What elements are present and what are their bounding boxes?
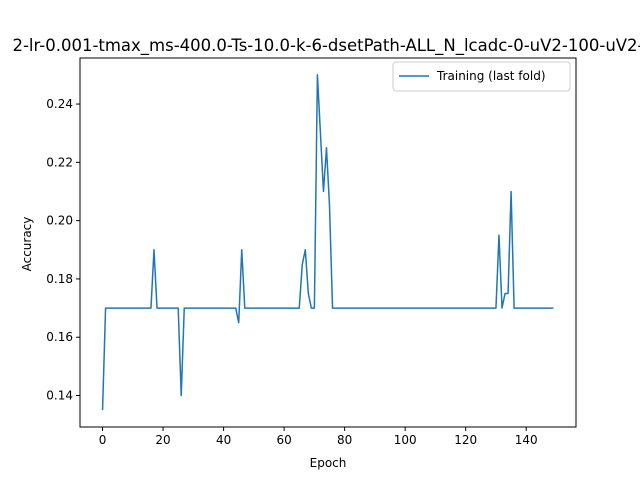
- y-tick-label: 0.22: [46, 155, 73, 169]
- legend-box: [392, 61, 571, 92]
- plot-area: 0 20 40 60 80 100 120 140 0.140.160.180.200.220…: [46, 57, 577, 447]
- x-tick-label: 140: [515, 433, 538, 447]
- legend: Training (last fold): [392, 61, 571, 92]
- chart-title: 2-lr-0.001-tmax_ms-400.0-Ts-10.0-k-6-dse…: [12, 36, 640, 56]
- y-axis: 0.14 0.16 0.18 0.20 0.22 0.24: [46, 97, 80, 403]
- x-tick-label: 60: [276, 433, 291, 447]
- y-tick-label: 0.20: [46, 214, 73, 228]
- x-axis-label: Epoch: [310, 456, 347, 470]
- y-tick-label: 0.24: [46, 97, 73, 111]
- series-layer: [101, 74, 554, 411]
- x-tick-label: 100: [394, 433, 417, 447]
- legend-label: Training (last fold): [436, 69, 546, 83]
- axes-frame: [79, 57, 577, 428]
- x-tick-label: 40: [216, 433, 231, 447]
- y-axis-label: Accuracy: [20, 217, 34, 272]
- y-tick-label: 0.14: [46, 389, 73, 403]
- x-tick-label: 120: [454, 433, 477, 447]
- x-axis: 0 20 40 60 80 100 120 140: [99, 427, 538, 447]
- series-line-0: [101, 74, 554, 411]
- x-tick-label: 80: [337, 433, 352, 447]
- y-tick-label: 0.16: [46, 330, 73, 344]
- x-tick-label: 20: [155, 433, 170, 447]
- x-tick-label: 0: [99, 433, 107, 447]
- y-tick-label: 0.18: [46, 272, 73, 286]
